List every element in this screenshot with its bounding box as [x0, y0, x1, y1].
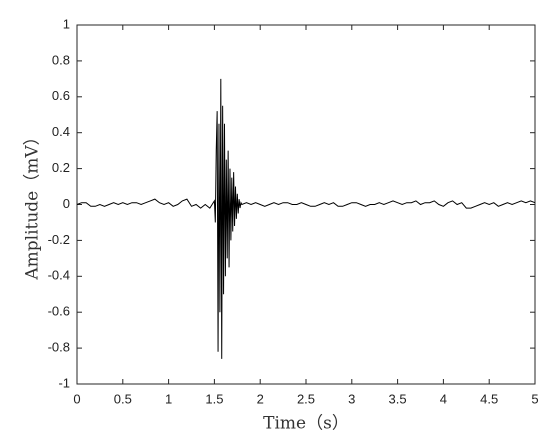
y-axis-label: Amplitude（mV）: [23, 128, 43, 280]
x-tick-label: 1: [165, 391, 172, 406]
signal-line: [76, 78, 536, 359]
y-tick-label: 0.4: [52, 124, 70, 139]
y-tick-label: -0.6: [48, 304, 70, 319]
y-tick-label: 0.8: [52, 52, 70, 67]
y-tick-label: 0.2: [52, 160, 70, 175]
y-tick-label: 0: [63, 196, 70, 211]
y-tick-label: 1: [63, 16, 70, 31]
y-tick-label: -0.4: [48, 268, 70, 283]
x-tick-label: 1.5: [205, 391, 223, 406]
x-tick-label: 5: [531, 391, 538, 406]
y-tick-label: -1: [58, 375, 70, 390]
y-tick-label: 0.6: [52, 88, 70, 103]
y-tick-label: -0.8: [48, 340, 70, 355]
x-tick-label: 0.5: [114, 391, 132, 406]
y-tick-label: -0.2: [48, 232, 70, 247]
x-tick-label: 4: [440, 391, 447, 406]
x-tick-label: 4.5: [480, 391, 498, 406]
x-tick-label: 0: [73, 391, 80, 406]
x-tick-label: 3: [348, 391, 355, 406]
x-axis-label: Time（s）: [263, 414, 349, 434]
x-tick-label: 2: [257, 391, 264, 406]
x-tick-label: 2.5: [297, 391, 315, 406]
x-tick-label: 3.5: [389, 391, 407, 406]
